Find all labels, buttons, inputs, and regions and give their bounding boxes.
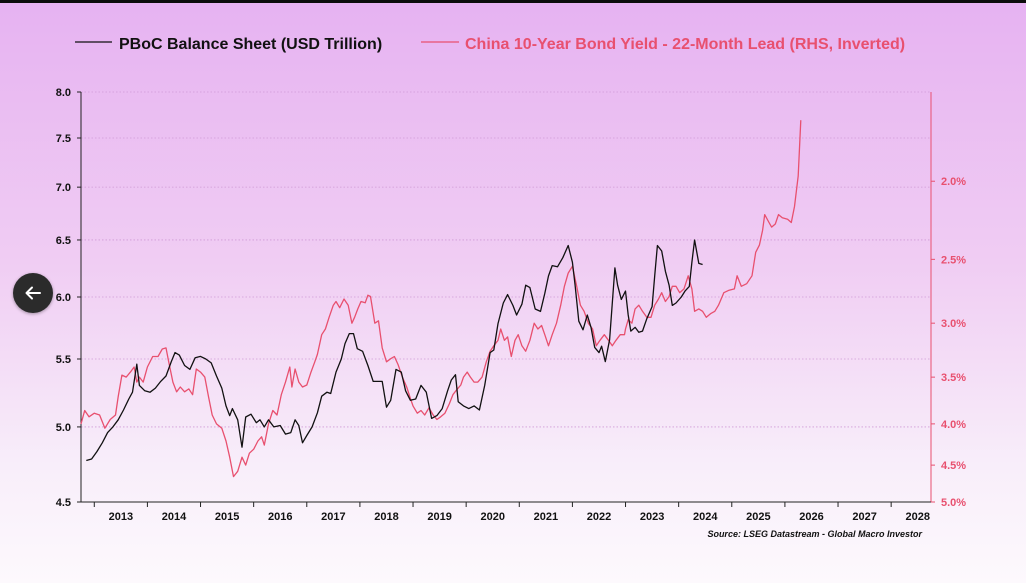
x-tick-label: 2015: [215, 511, 239, 523]
x-tick-label: 2028: [905, 511, 929, 523]
y-left-tick-label: 6.5: [56, 235, 71, 247]
back-button[interactable]: [13, 273, 53, 313]
y-right-tick-label: 3.5%: [941, 372, 966, 384]
x-tick-label: 2026: [799, 511, 823, 523]
source-note: Source: LSEG Datastream - Global Macro I…: [707, 529, 922, 539]
y-right-tick-label: 4.5%: [941, 460, 966, 472]
y-left-tick-label: 7.5: [56, 133, 71, 145]
legend: PBoC Balance Sheet (USD Trillion) China …: [75, 36, 905, 53]
y-left-tick-label: 5.5: [56, 354, 71, 366]
x-tick-label: 2018: [374, 511, 398, 523]
top-bar: [0, 0, 1026, 3]
y-left-tick-label: 4.5: [56, 497, 71, 509]
x-tick-label: 2023: [640, 511, 664, 523]
x-tick-label: 2014: [162, 511, 187, 523]
x-tick-label: 2021: [534, 511, 558, 523]
y-left-tick-label: 8.0: [56, 87, 71, 99]
y-right-tick-label: 5.0%: [941, 497, 966, 509]
y-left-tick-label: 6.0: [56, 292, 71, 304]
legend-pboc-label: PBoC Balance Sheet (USD Trillion): [119, 36, 382, 53]
ticks: 4.5 5.0 5.5 6.0 6.5 7.0 7.5 8.0 2.0% 2.5% 3.0% 3.5%…: [56, 87, 967, 523]
x-tick-label: 2020: [480, 511, 504, 523]
x-tick-label: 2019: [427, 511, 451, 523]
series: [80, 120, 802, 478]
y-right-tick-label: 2.5%: [941, 254, 966, 266]
y-right-tick-label: 4.0%: [941, 419, 966, 431]
x-tick-label: 2024: [693, 511, 718, 523]
y-left-tick-label: 5.0: [56, 422, 71, 434]
x-tick-label: 2025: [746, 511, 770, 523]
y-left-tick-label: 7.0: [56, 182, 71, 194]
x-tick-label: 2016: [268, 511, 292, 523]
y-right-tick-label: 2.0%: [941, 176, 966, 188]
grid: [81, 91, 931, 428]
legend-yield-label: China 10-Year Bond Yield - 22-Month Lead…: [465, 36, 905, 53]
x-tick-label: 2027: [852, 511, 876, 523]
x-tick-label: 2017: [321, 511, 345, 523]
x-tick-label: 2013: [109, 511, 133, 523]
series-line-pboc: [86, 239, 703, 462]
series-line-yield: [80, 120, 802, 478]
y-right-tick-label: 3.0%: [941, 318, 966, 330]
arrow-left-icon: [25, 286, 41, 300]
x-tick-label: 2022: [587, 511, 611, 523]
